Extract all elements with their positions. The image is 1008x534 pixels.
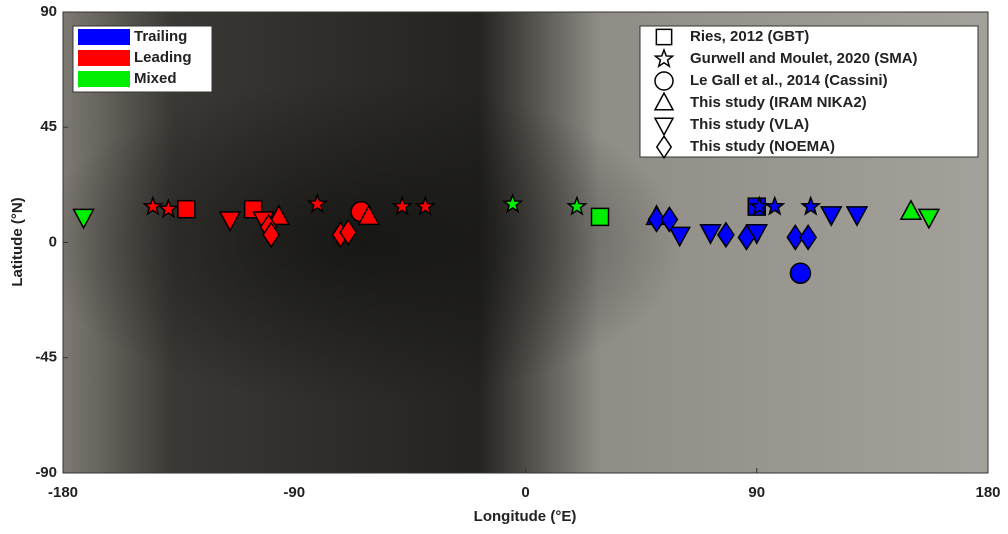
marker bbox=[566, 195, 588, 216]
marker bbox=[917, 208, 941, 230]
legend-label: This study (VLA) bbox=[690, 116, 809, 133]
legend-label: Gurwell and Moulet, 2020 (SMA) bbox=[690, 50, 918, 67]
marker bbox=[267, 204, 291, 226]
marker bbox=[737, 224, 756, 251]
legend-swatch bbox=[78, 71, 130, 87]
marker bbox=[262, 221, 281, 249]
y-tick-label: -90 bbox=[35, 464, 57, 481]
marker bbox=[72, 208, 95, 230]
marker bbox=[590, 207, 610, 227]
y-tick-label: 90 bbox=[40, 3, 57, 20]
legend-marker bbox=[653, 47, 675, 69]
marker bbox=[391, 195, 413, 216]
marker bbox=[786, 224, 805, 251]
marker bbox=[668, 226, 691, 248]
marker bbox=[357, 204, 381, 226]
legend-swatch bbox=[78, 29, 130, 45]
marker bbox=[800, 195, 822, 216]
marker bbox=[157, 198, 179, 219]
legend-marker bbox=[654, 71, 674, 91]
marker bbox=[502, 192, 524, 214]
color-legend: Trailing Leading Mixed bbox=[72, 25, 213, 93]
legend-box bbox=[639, 25, 979, 158]
marker bbox=[799, 224, 818, 251]
marker bbox=[699, 224, 722, 245]
marker bbox=[764, 195, 786, 216]
legend-marker bbox=[653, 117, 675, 137]
legend-label: Le Gall et al., 2014 (Cassini) bbox=[690, 72, 888, 89]
marker-legend: Ries, 2012 (GBT) Gurwell and Moulet, 2020… bbox=[639, 25, 979, 160]
marker bbox=[414, 195, 436, 216]
legend-marker bbox=[655, 134, 673, 160]
x-tick-label: 0 bbox=[521, 484, 529, 501]
legend-marker bbox=[653, 91, 675, 111]
y-tick-label: 45 bbox=[40, 118, 57, 135]
marker bbox=[306, 192, 328, 214]
legend-label: Ries, 2012 (GBT) bbox=[690, 28, 809, 45]
x-tick-label: 180 bbox=[975, 484, 1000, 501]
legend-label: This study (IRAM NIKA2) bbox=[690, 94, 867, 111]
y-axis-label: Latitude (°N) bbox=[9, 197, 26, 286]
marker bbox=[339, 218, 358, 246]
x-tick-label: -90 bbox=[283, 484, 305, 501]
marker bbox=[820, 206, 843, 227]
y-tick-label: -45 bbox=[35, 349, 57, 366]
legend-label: This study (NOEMA) bbox=[690, 138, 835, 155]
legend-label: Trailing bbox=[134, 28, 187, 45]
x-axis-label: Longitude (°E) bbox=[474, 508, 577, 525]
marker bbox=[789, 262, 812, 284]
marker bbox=[717, 221, 735, 249]
marker bbox=[142, 195, 164, 216]
marker bbox=[647, 206, 666, 233]
legend-label: Leading bbox=[134, 49, 192, 66]
marker bbox=[845, 206, 869, 227]
marker bbox=[660, 206, 679, 233]
legend-swatch bbox=[78, 50, 130, 66]
y-tick-label: 0 bbox=[49, 233, 57, 250]
x-tick-label: -180 bbox=[48, 484, 78, 501]
legend-label: Mixed bbox=[134, 70, 177, 87]
legend-marker bbox=[655, 28, 673, 46]
marker bbox=[177, 199, 196, 219]
marker bbox=[899, 199, 923, 221]
x-tick-label: 90 bbox=[748, 484, 765, 501]
marker bbox=[218, 211, 242, 233]
